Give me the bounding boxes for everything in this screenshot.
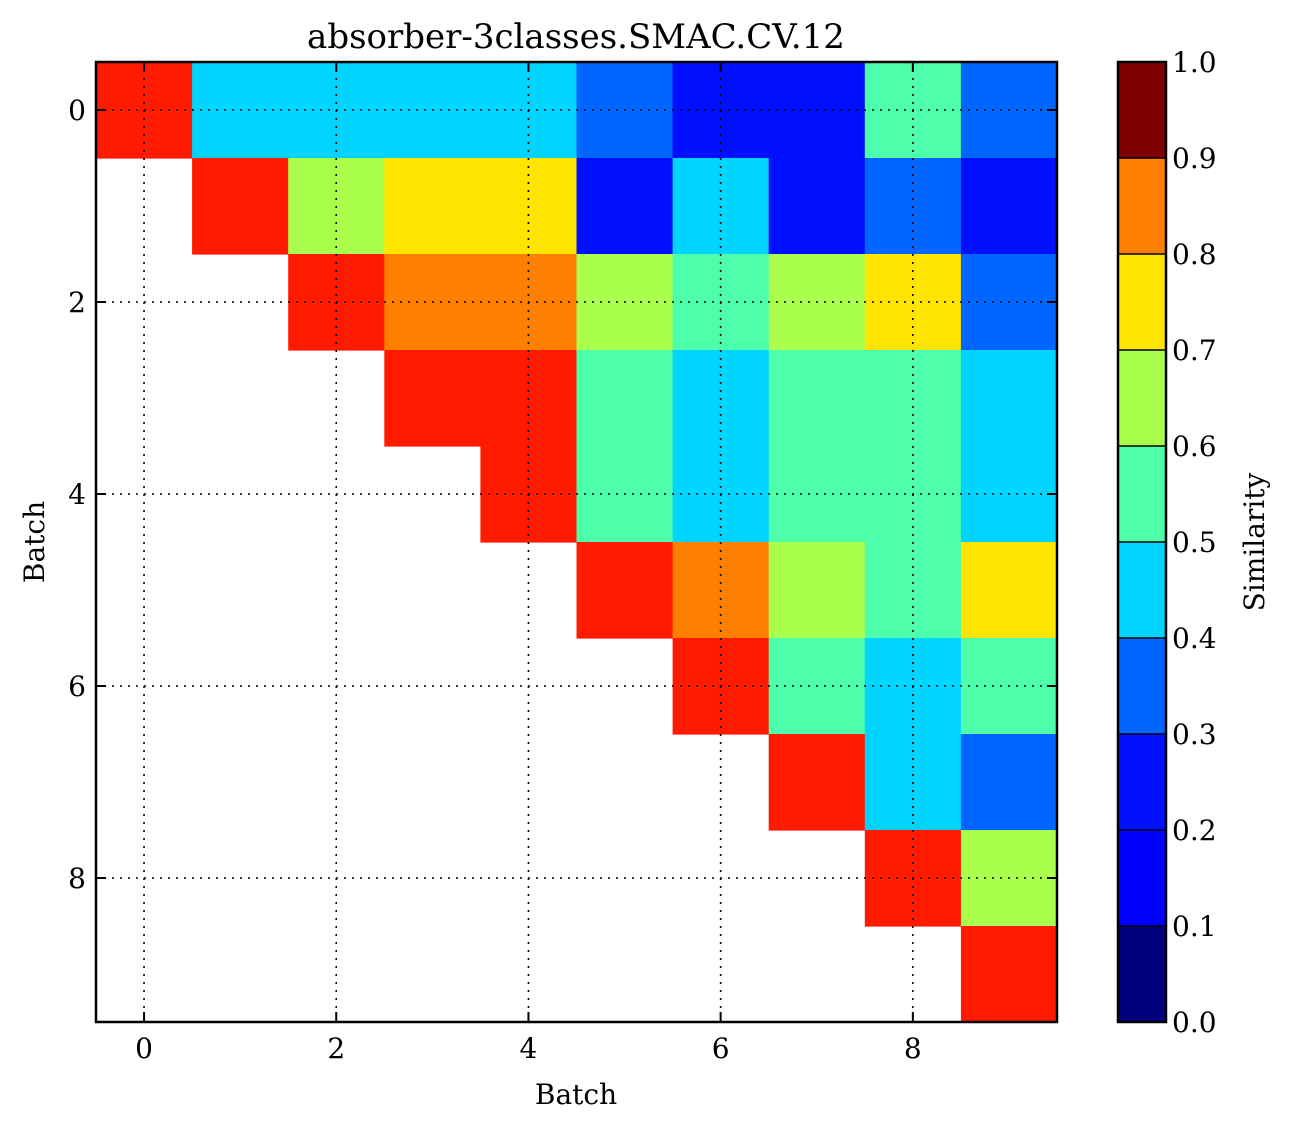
heatmap-cell-r3-c9 xyxy=(960,350,1058,447)
colorbar-tick-label-3: 0.3 xyxy=(1172,718,1217,751)
heatmap-cell-r1-c1 xyxy=(192,158,289,255)
y-tick-label-4: 8 xyxy=(68,862,86,895)
chart-title: absorber-3classes.SMAC.CV.12 xyxy=(307,17,845,57)
heatmap-cell-r5-c5 xyxy=(576,542,674,639)
colorbar-band-0 xyxy=(1118,926,1166,1023)
heatmap-cell-r1-c5 xyxy=(576,158,674,255)
colorbar-tick-label-8: 0.8 xyxy=(1172,238,1217,271)
heatmap-cell-r5-c9 xyxy=(960,542,1058,639)
heatmap-cell-r1-c9 xyxy=(960,158,1058,255)
colorbar-label: Similarity xyxy=(1238,472,1271,611)
colorbar-band-6 xyxy=(1118,350,1166,447)
heatmap-cell-r3-c3 xyxy=(384,350,481,447)
heatmap-cell-r9-c9 xyxy=(960,926,1058,1023)
colorbar-tick-label-9: 0.9 xyxy=(1172,142,1217,175)
heatmap-cell-r1-c3 xyxy=(384,158,481,255)
y-axis-ticks: 0 2 4 6 8 xyxy=(68,94,1057,895)
y-tick-label-1: 2 xyxy=(68,286,86,319)
heatmap-cell-r3-c5 xyxy=(576,350,674,447)
heatmap-cell-r1-c7 xyxy=(768,158,866,255)
x-axis-label: Batch xyxy=(535,1078,617,1111)
colorbar-band-5 xyxy=(1118,446,1166,543)
x-tick-label-2: 4 xyxy=(520,1032,538,1065)
colorbar-band-3 xyxy=(1118,638,1166,735)
colorbar-band-2 xyxy=(1118,734,1166,831)
colorbar-band-8 xyxy=(1118,158,1166,255)
colorbar-tick-label-0: 0.0 xyxy=(1172,1006,1217,1039)
colorbar-tick-label-6: 0.6 xyxy=(1172,430,1217,463)
colorbar-tick-label-7: 0.7 xyxy=(1172,334,1217,367)
colorbar-band-9 xyxy=(1118,62,1166,159)
colorbar-tick-label-5: 0.5 xyxy=(1172,526,1217,559)
grid-lines xyxy=(96,62,1057,1022)
heatmap-cell-r5-c7 xyxy=(768,542,866,639)
colorbar xyxy=(1118,62,1166,1023)
heatmap-cell-r7-c9 xyxy=(960,734,1058,831)
colorbar-band-4 xyxy=(1118,542,1166,639)
x-tick-label-1: 2 xyxy=(327,1032,345,1065)
x-axis-ticks: 0 2 4 6 8 xyxy=(135,62,922,1065)
colorbar-band-1 xyxy=(1118,830,1166,927)
x-tick-label-4: 8 xyxy=(904,1032,922,1065)
colorbar-tick-label-4: 0.4 xyxy=(1172,622,1217,655)
x-tick-label-0: 0 xyxy=(135,1032,153,1065)
y-axis-label: Batch xyxy=(18,501,51,583)
y-tick-label-2: 4 xyxy=(68,478,86,511)
plot-frame xyxy=(94,60,1059,1024)
y-tick-label-3: 6 xyxy=(68,670,86,703)
colorbar-tick-label-2: 0.2 xyxy=(1172,814,1217,847)
x-tick-label-3: 6 xyxy=(712,1032,730,1065)
colorbar-ticks: 0.0 0.1 0.2 0.3 0.4 0.5 0.6 0.7 0.8 0.9 1.0 xyxy=(1118,46,1217,1039)
colorbar-tick-label-1: 0.1 xyxy=(1172,910,1217,943)
heatmap-cell-r7-c7 xyxy=(768,734,866,831)
colorbar-tick-label-10: 1.0 xyxy=(1172,46,1217,79)
heatmap-cell-r3-c7 xyxy=(768,350,866,447)
colorbar-band-7 xyxy=(1118,254,1166,351)
y-tick-label-0: 0 xyxy=(68,94,86,127)
